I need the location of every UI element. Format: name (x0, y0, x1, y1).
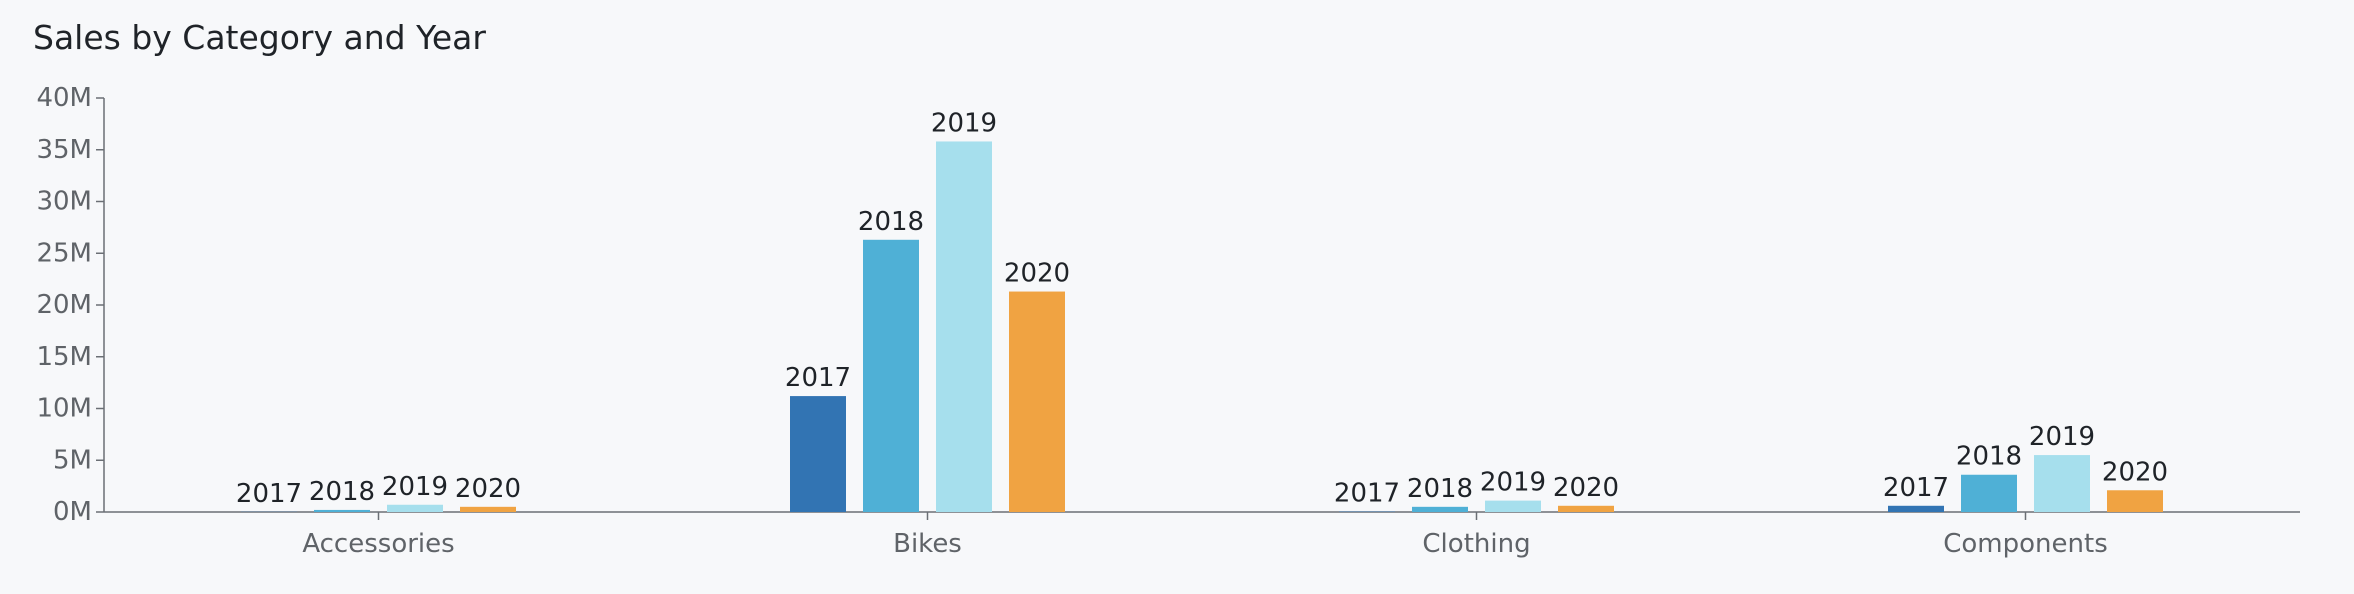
bar-label: 2020 (455, 474, 521, 504)
bar-2019 (1485, 500, 1541, 512)
bar-label: 2020 (1553, 473, 1619, 503)
bar-2019 (387, 504, 443, 512)
y-tick-label: 35M (36, 135, 92, 165)
bar-2018 (314, 509, 370, 512)
bar-2017 (1888, 505, 1944, 512)
y-tick-label: 30M (36, 187, 92, 217)
bar-2020 (460, 506, 516, 512)
bar-label: 2019 (1480, 468, 1546, 498)
y-tick-label: 15M (36, 342, 92, 372)
bar-label: 2019 (931, 108, 997, 138)
x-axis: Accessories Bikes Clothing Components (104, 511, 2300, 559)
bar-label: 2018 (858, 207, 924, 237)
bar-2018 (863, 239, 919, 513)
y-axis: 0M 5M 10M 15M 20M 25M 30M 35M 40M (36, 83, 105, 527)
bar-2019 (2034, 455, 2090, 512)
bar-label: 2017 (1883, 473, 1949, 503)
bar-label: 2018 (1407, 474, 1473, 504)
category-label: Bikes (893, 529, 962, 559)
y-tick-label: 10M (36, 394, 92, 424)
bars (241, 141, 2163, 513)
chart-title: Sales by Category and Year (33, 18, 486, 57)
bar-label: 2020 (1004, 259, 1070, 289)
bar-2018 (1412, 506, 1468, 512)
category-label: Clothing (1422, 529, 1530, 559)
bar-label: 2017 (1334, 479, 1400, 509)
y-tick-label: 40M (36, 83, 92, 113)
bar-2017 (790, 396, 846, 512)
bar-2020 (1009, 291, 1065, 512)
category-label: Components (1943, 529, 2108, 559)
bar-label: 2020 (2102, 457, 2168, 487)
bar-label: 2019 (2029, 422, 2095, 452)
bar-label: 2018 (1956, 442, 2022, 472)
category-label: Accessories (302, 529, 454, 559)
y-tick-label: 25M (36, 238, 92, 268)
y-tick-label: 0M (53, 497, 92, 527)
bar-label: 2017 (236, 479, 302, 509)
y-tick-label: 5M (53, 445, 92, 475)
bar-label: 2018 (309, 477, 375, 507)
bar-2020 (2107, 490, 2163, 512)
y-tick-label: 20M (36, 290, 92, 320)
bar-label: 2019 (382, 472, 448, 502)
bar-label: 2017 (785, 363, 851, 393)
bar-2020 (1558, 505, 1614, 512)
bar-2018 (1961, 474, 2017, 512)
bar-2019 (936, 141, 992, 512)
